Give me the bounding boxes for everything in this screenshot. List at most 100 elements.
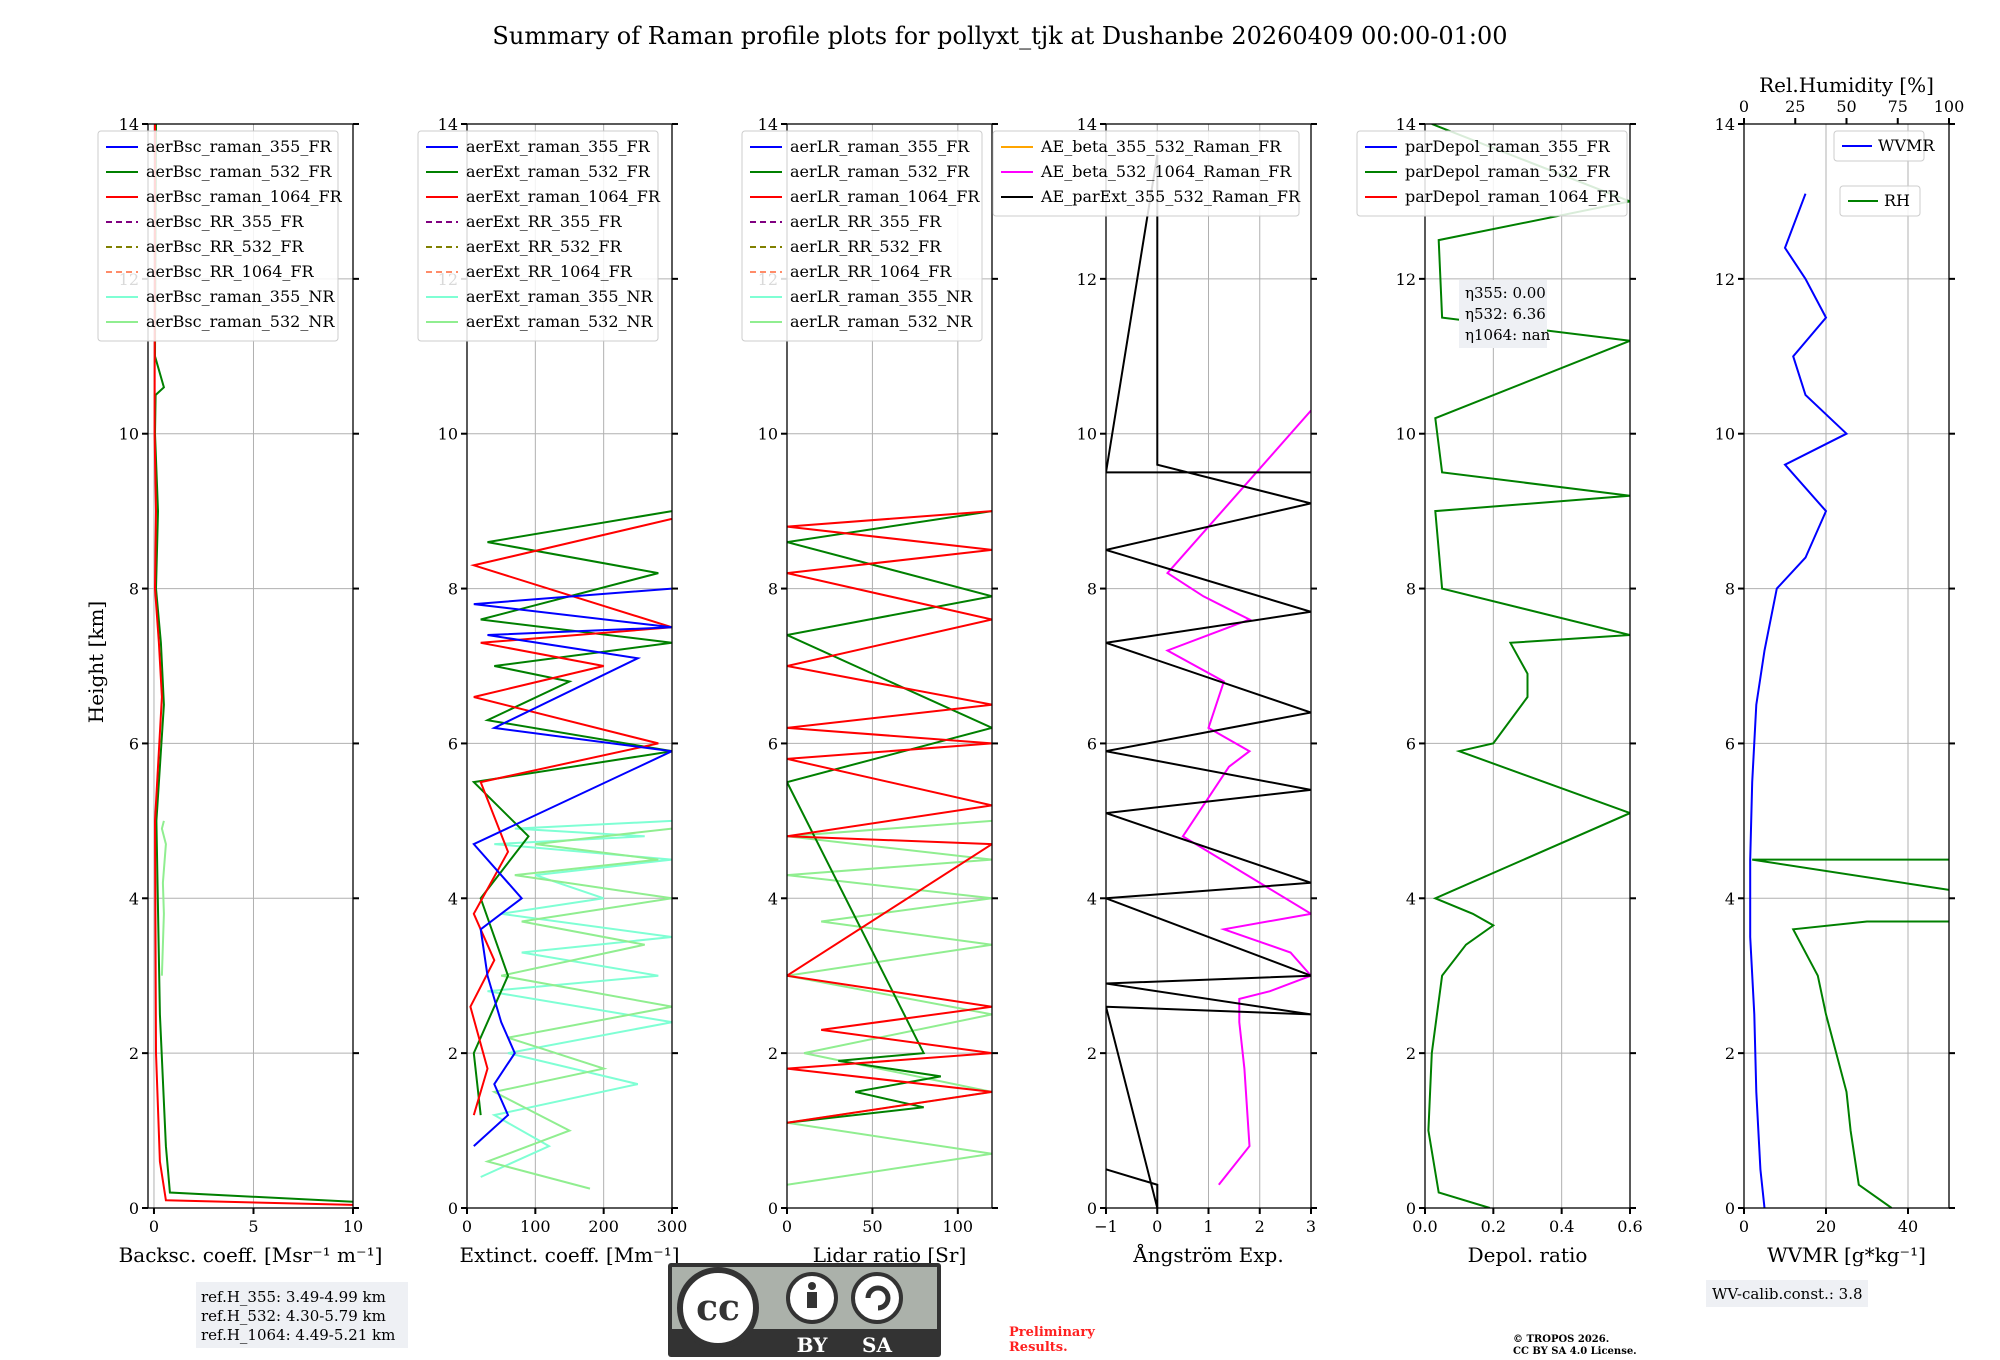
- y-tick-label: 0: [1087, 1199, 1097, 1218]
- x-tick-label: 0: [782, 1217, 792, 1236]
- y-tick-label: 6: [129, 734, 139, 753]
- series-group-ext: [469, 510, 672, 1190]
- x-tick-label: 0.2: [1481, 1217, 1506, 1236]
- x-tick-label: 2: [1255, 1217, 1265, 1236]
- y-tick-label: 14: [1396, 115, 1416, 134]
- series-group-bsc: [153, 124, 353, 1206]
- depol-eta-annotation: η355: 0.00 η532: 6.36 η1064: nan: [1459, 280, 1551, 348]
- legend-label: aerExt_raman_355_NR: [466, 287, 654, 306]
- x-tick-label: 0.0: [1412, 1217, 1437, 1236]
- legend-label: aerBsc_RR_532_FR: [146, 237, 304, 256]
- series-RH: [1752, 819, 1949, 1208]
- legend-ext: aerExt_raman_355_FR aerExt_raman_532_FRae…: [417, 130, 661, 342]
- legend-label: aerBsc_raman_355_NR: [146, 287, 335, 306]
- legend-label: aerBsc_raman_355_FR: [146, 137, 332, 156]
- y-tick-label: 12: [1077, 270, 1097, 289]
- y-tick-label: 2: [1406, 1044, 1416, 1063]
- top-tick-label: 25: [1785, 97, 1805, 116]
- x-axis-label-wv: WVMR [g*kg⁻¹]: [1767, 1243, 1926, 1267]
- sa-sharealike-icon: [851, 1272, 903, 1324]
- y-tick-label: 8: [1406, 580, 1416, 599]
- axes-frame: [1424, 123, 1631, 1209]
- preliminary-text-2: Results.: [1009, 1340, 1068, 1355]
- badge-by-text: BY: [797, 1333, 829, 1357]
- legend-label: aerExt_RR_355_FR: [466, 212, 623, 231]
- x-tick-label: 300: [657, 1217, 688, 1236]
- y-tick-label: 4: [1725, 889, 1735, 908]
- legend-label: AE_beta_532_1064_Raman_FR: [1040, 162, 1292, 181]
- top-tick-label: 75: [1888, 97, 1908, 116]
- panel-ext: 024681012140100200300Extinct. coeff. [Mm…: [417, 115, 688, 1267]
- legend-label: aerLR_raman_532_FR: [790, 162, 970, 181]
- series-aerExt_raman_355_FR: [472, 587, 672, 1147]
- legend-box: [1833, 130, 1925, 162]
- legend-label: aerLR_RR_532_FR: [790, 237, 942, 256]
- y-tick-label: 10: [1077, 425, 1097, 444]
- annotation-box: [1459, 280, 1547, 348]
- x-axis-label-ext: Extinct. coeff. [Mm⁻¹]: [459, 1243, 679, 1267]
- badge-sa-text: SA: [862, 1333, 892, 1357]
- legend-box: [97, 130, 339, 342]
- x-tick-label: 10: [343, 1217, 363, 1236]
- x-tick-label: 40: [1898, 1217, 1918, 1236]
- y-tick-label: 10: [758, 425, 778, 444]
- panel-lr: 02468101214050100Lidar ratio [Sr]aerLR_r…: [741, 115, 998, 1267]
- legend-label: aerExt_raman_355_FR: [466, 137, 651, 156]
- y-tick-label: 14: [438, 115, 458, 134]
- x-tick-label: 0.4: [1549, 1217, 1574, 1236]
- eta-line: η1064: nan: [1465, 326, 1551, 344]
- legend-box: [417, 130, 659, 342]
- y-tick-label: 8: [768, 580, 778, 599]
- series-group-lr: [787, 510, 992, 1186]
- x-tick-label: 100: [943, 1217, 974, 1236]
- legend-label: aerExt_raman_532_FR: [466, 162, 651, 181]
- y-tick-label: 8: [129, 580, 139, 599]
- svg-text:cc: cc: [696, 1287, 740, 1329]
- legend-ae: AE_beta_355_532_Raman_FR AE_beta_532_1064…: [992, 130, 1301, 217]
- legend-wv: WVMR RH: [1833, 130, 1935, 217]
- axes-frame: [786, 123, 993, 1209]
- y-tick-label: 0: [1406, 1199, 1416, 1218]
- x-tick-label: 0: [462, 1217, 472, 1236]
- legend-label: parDepol_raman_532_FR: [1405, 162, 1611, 181]
- y-tick-label: 4: [448, 889, 458, 908]
- y-tick-label: 4: [1406, 889, 1416, 908]
- refh-355: ref.H_355: 3.49-4.99 km: [201, 1288, 386, 1306]
- legend-label: aerBsc_RR_355_FR: [146, 212, 304, 231]
- x-tick-label: −1: [1094, 1217, 1118, 1236]
- y-tick-label: 2: [129, 1044, 139, 1063]
- series-aerExt_raman_1064_FR: [469, 517, 672, 1116]
- legend-bsc: aerBsc_raman_355_FR aerBsc_raman_532_FRae…: [97, 130, 343, 342]
- y-tick-label: 14: [1077, 115, 1097, 134]
- y-tick-label: 8: [1087, 580, 1097, 599]
- legend-box: [741, 130, 983, 342]
- series-parDepol_raman_532_FR: [1427, 124, 1630, 1208]
- legend-label: aerLR_raman_1064_FR: [790, 187, 980, 206]
- x-tick-label: 1: [1203, 1217, 1213, 1236]
- x-tick-label: 0: [149, 1217, 159, 1236]
- legend-label: parDepol_raman_355_FR: [1405, 137, 1611, 156]
- series-AE_parExt_355_532_Raman_FR: [1106, 154, 1311, 1208]
- panel-bsc: 024681012140510Backsc. coeff. [Msr⁻¹ m⁻¹…: [97, 115, 383, 1267]
- y-axis-label: Height [km]: [84, 601, 108, 723]
- y-tick-label: 0: [448, 1199, 458, 1218]
- legend-label: aerExt_RR_532_FR: [466, 237, 623, 256]
- y-tick-label: 6: [1725, 734, 1735, 753]
- x-tick-label: 200: [588, 1217, 619, 1236]
- y-tick-label: 4: [1087, 889, 1097, 908]
- series-aerLR_raman_1064_FR: [787, 510, 992, 1124]
- x-axis-label-bsc: Backsc. coeff. [Msr⁻¹ m⁻¹]: [119, 1243, 383, 1267]
- series-aerExt_raman_532_NR: [484, 827, 672, 1190]
- legend-label: aerBsc_RR_1064_FR: [146, 262, 315, 281]
- y-tick-label: 12: [1715, 270, 1735, 289]
- y-tick-label: 14: [758, 115, 778, 134]
- y-tick-label: 2: [448, 1044, 458, 1063]
- refh-1064: ref.H_1064: 4.49-5.21 km: [201, 1326, 395, 1344]
- x-tick-label: 50: [862, 1217, 882, 1236]
- preliminary-text-1: Preliminary: [1009, 1325, 1095, 1340]
- legend-label: aerExt_raman_532_NR: [466, 312, 654, 331]
- y-tick-label: 0: [1725, 1199, 1735, 1218]
- legend-box: [1356, 130, 1628, 217]
